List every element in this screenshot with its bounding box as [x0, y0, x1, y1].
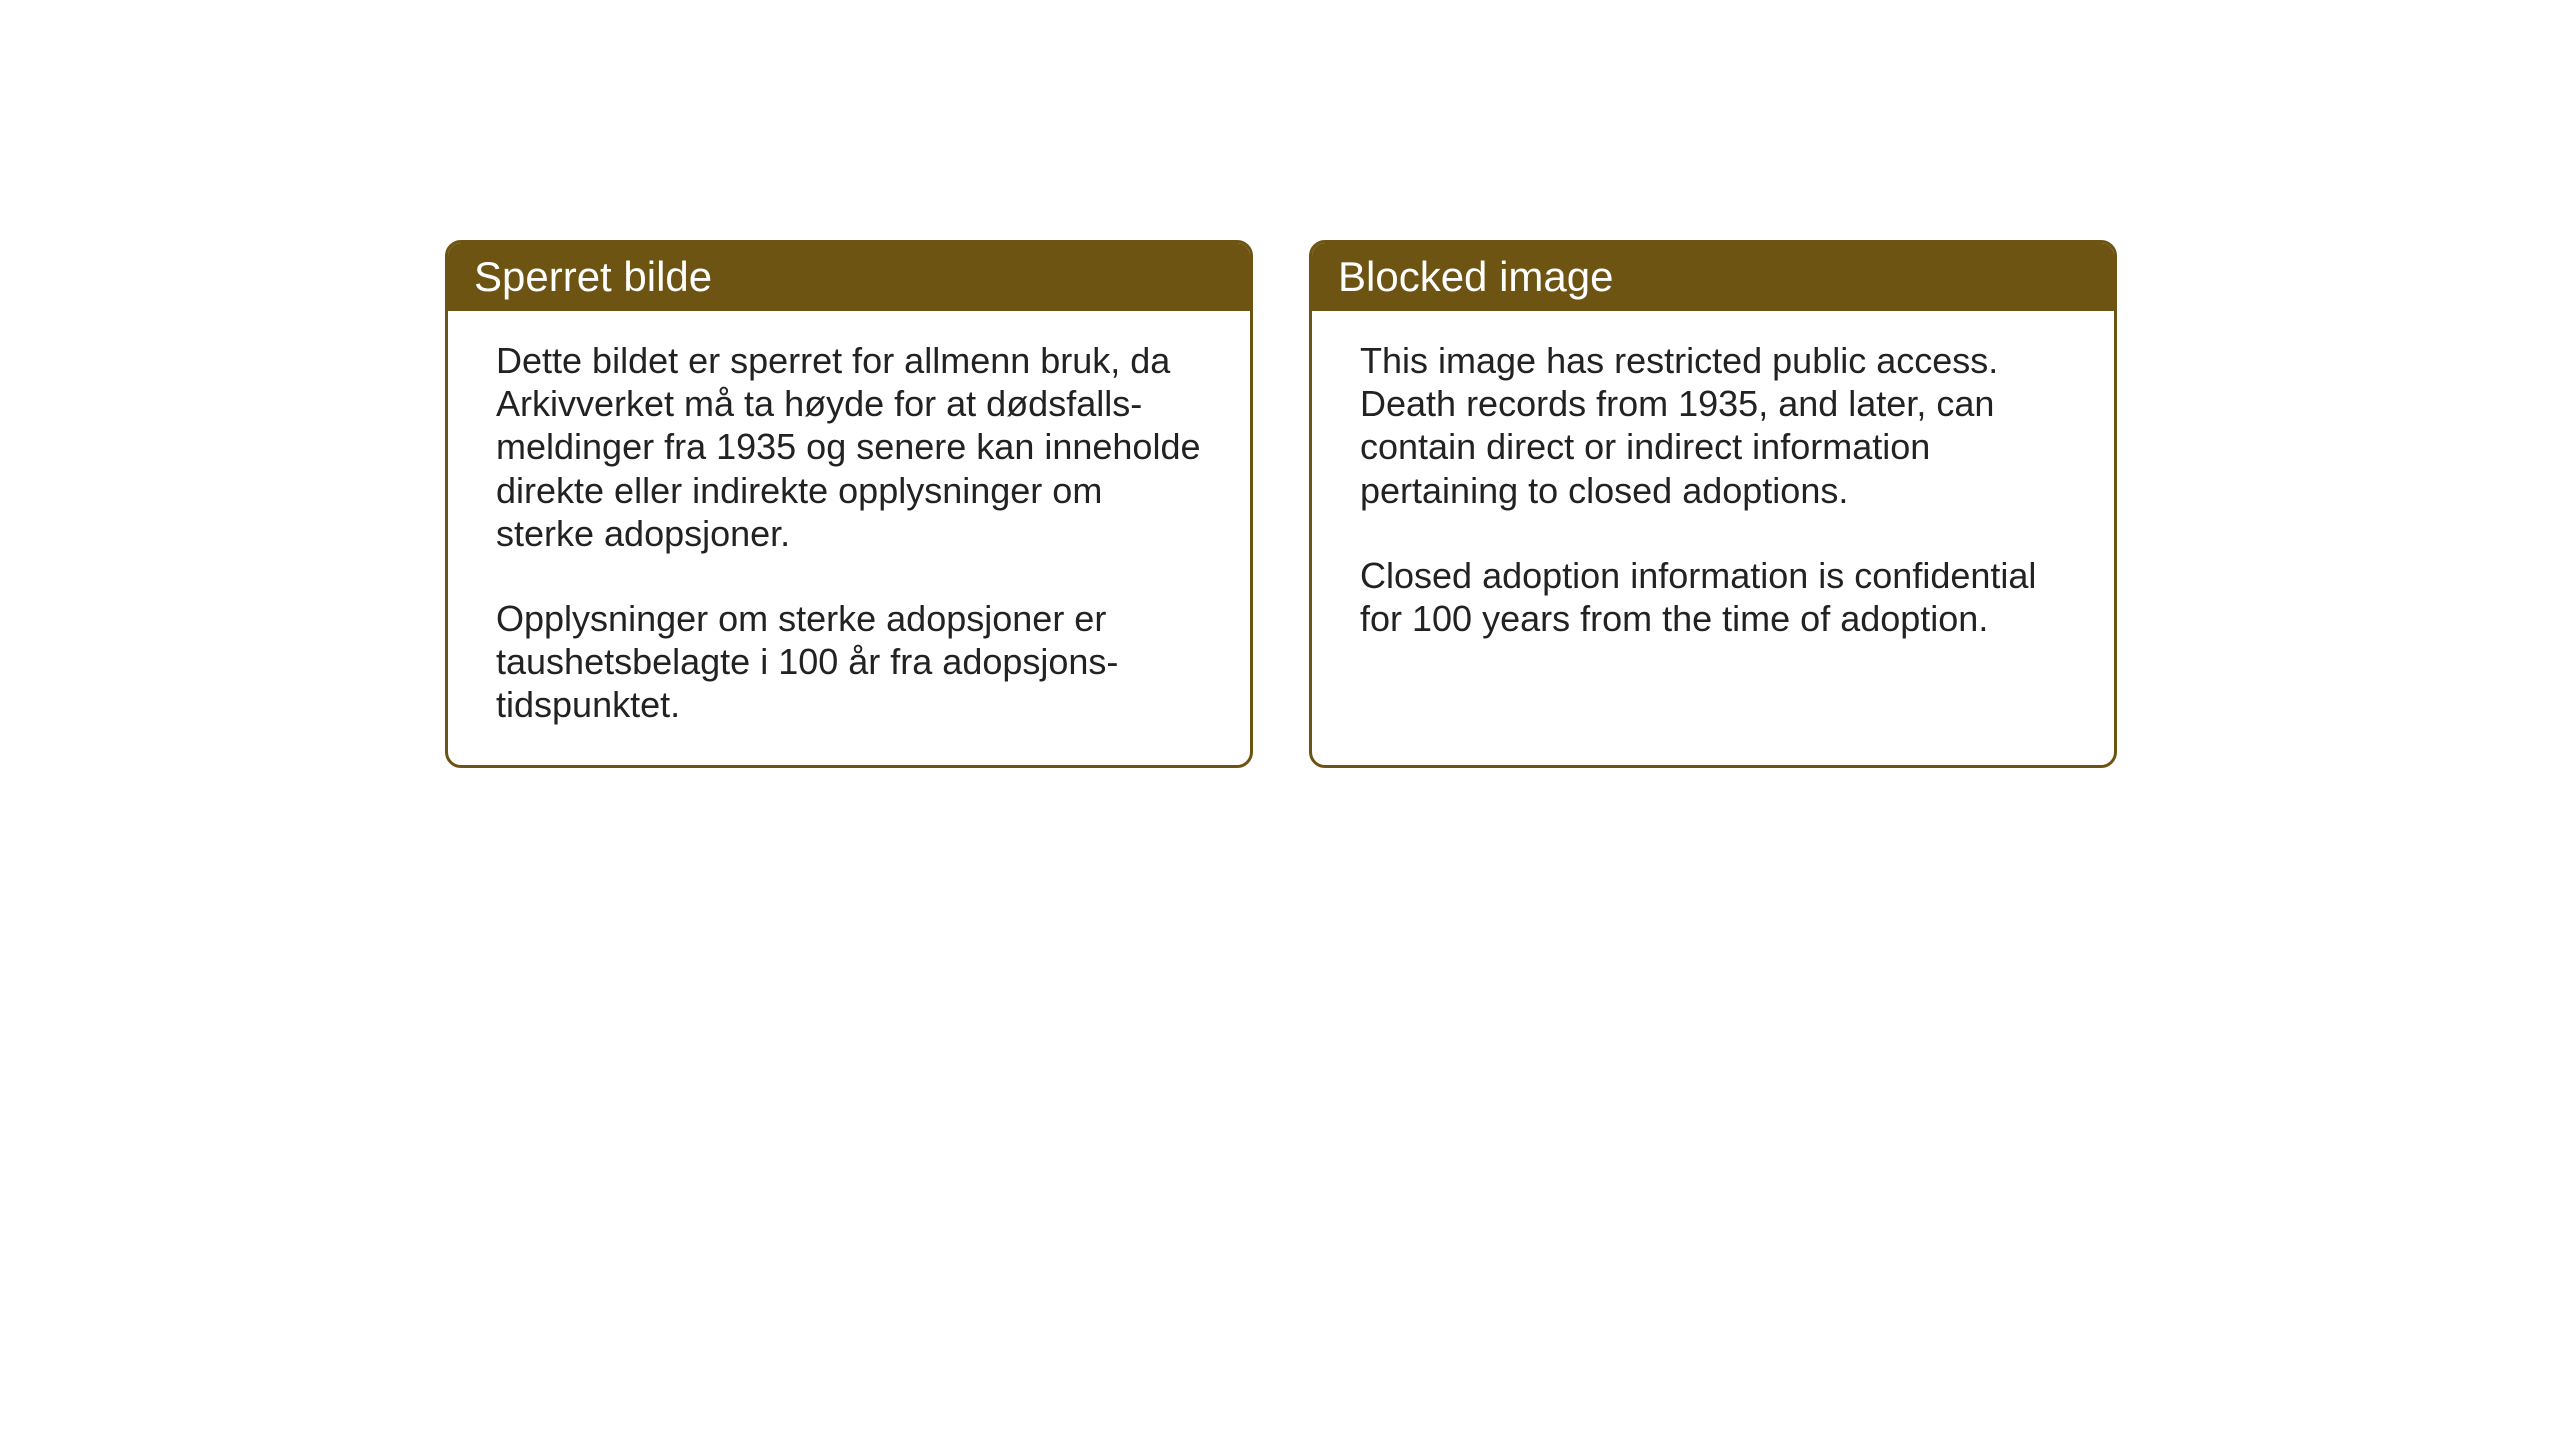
cards-container: Sperret bilde Dette bildet er sperret fo…	[445, 240, 2117, 768]
norwegian-card-body: Dette bildet er sperret for allmenn bruk…	[448, 311, 1250, 765]
english-card: Blocked image This image has restricted …	[1309, 240, 2117, 768]
norwegian-paragraph-1: Dette bildet er sperret for allmenn bruk…	[496, 339, 1202, 555]
norwegian-card: Sperret bilde Dette bildet er sperret fo…	[445, 240, 1253, 768]
english-paragraph-1: This image has restricted public access.…	[1360, 339, 2066, 512]
english-paragraph-2: Closed adoption information is confident…	[1360, 554, 2066, 640]
norwegian-paragraph-2: Opplysninger om sterke adopsjoner er tau…	[496, 597, 1202, 727]
norwegian-card-header: Sperret bilde	[448, 243, 1250, 311]
english-card-header: Blocked image	[1312, 243, 2114, 311]
norwegian-card-title: Sperret bilde	[474, 253, 712, 300]
english-card-body: This image has restricted public access.…	[1312, 311, 2114, 755]
english-card-title: Blocked image	[1338, 253, 1613, 300]
